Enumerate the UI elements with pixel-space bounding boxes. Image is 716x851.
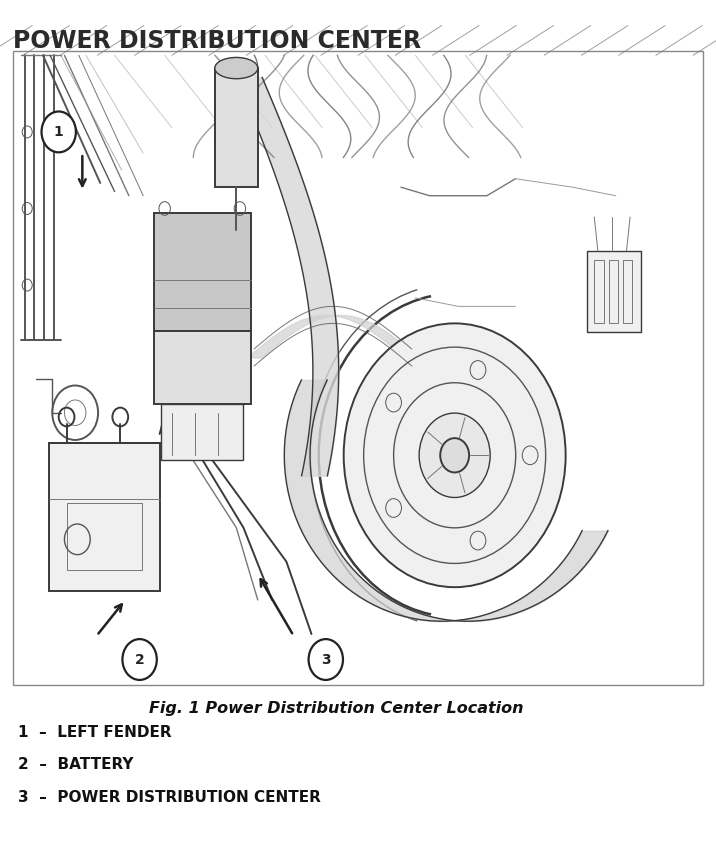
Bar <box>609 260 618 323</box>
Ellipse shape <box>215 57 258 79</box>
Bar <box>67 503 142 570</box>
Bar <box>49 443 160 591</box>
Bar <box>594 260 604 323</box>
Circle shape <box>470 361 486 380</box>
Text: 1: 1 <box>54 125 64 139</box>
Circle shape <box>309 639 343 680</box>
Circle shape <box>522 446 538 465</box>
Bar <box>623 260 632 323</box>
Text: 1  –  LEFT FENDER: 1 – LEFT FENDER <box>18 725 172 740</box>
Bar <box>13 51 703 685</box>
Text: Fig. 1 Power Distribution Center Location: Fig. 1 Power Distribution Center Locatio… <box>149 701 524 717</box>
Circle shape <box>470 531 486 550</box>
Text: 2: 2 <box>135 653 145 666</box>
Circle shape <box>42 111 76 152</box>
Bar <box>154 331 251 404</box>
Text: POWER DISTRIBUTION CENTER: POWER DISTRIBUTION CENTER <box>13 29 421 53</box>
Circle shape <box>419 413 490 498</box>
Circle shape <box>386 393 402 412</box>
Circle shape <box>122 639 157 680</box>
Circle shape <box>440 438 469 472</box>
Bar <box>161 404 243 460</box>
Text: 3  –  POWER DISTRIBUTION CENTER: 3 – POWER DISTRIBUTION CENTER <box>18 790 321 805</box>
Text: 3: 3 <box>321 653 331 666</box>
Circle shape <box>386 499 402 517</box>
Bar <box>587 251 641 332</box>
Bar <box>154 213 251 331</box>
Bar <box>215 68 258 187</box>
Text: 2  –  BATTERY: 2 – BATTERY <box>18 757 133 773</box>
Circle shape <box>344 323 566 587</box>
